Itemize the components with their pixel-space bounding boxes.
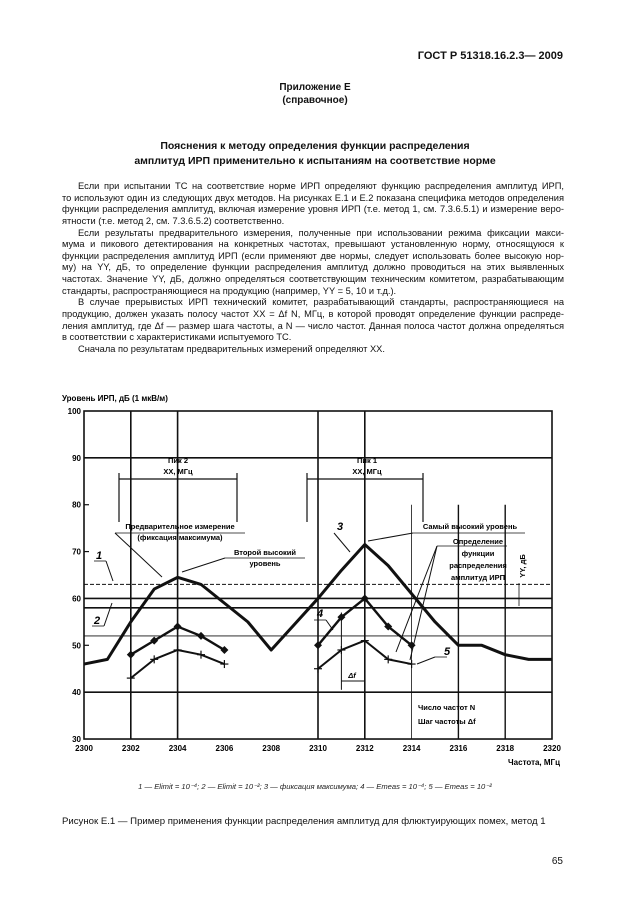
leader (181, 557, 226, 573)
curve-4-label: 4 (316, 608, 323, 620)
text-line: В случае прерывистых ИРП технический ком… (78, 297, 564, 308)
curve-5-label: 5 (444, 646, 451, 658)
y-tick-label: 50 (72, 641, 81, 650)
max-hold-label: (фиксация максимума) (137, 533, 223, 542)
text-line: Если результаты предварительного измерен… (78, 227, 564, 238)
text-line: функции распределения амплитуд, включая … (62, 204, 564, 215)
leader (325, 619, 334, 631)
y-tick-label: 40 (72, 688, 81, 697)
highest-level-label: Самый высокий уровень (423, 522, 518, 531)
yy-label: YY, дБ (518, 554, 527, 578)
leader (367, 532, 414, 542)
amplitude-distribution-label: амплитуд ИРП (451, 573, 505, 582)
diamond-marker (314, 641, 322, 650)
second-high-label: Второй высокий (234, 548, 296, 557)
peak1-label: Пик 1 (357, 456, 377, 465)
x-tick-label: 2314 (403, 744, 421, 753)
diamond-marker (150, 636, 159, 645)
leader (409, 545, 438, 661)
leader (105, 560, 114, 582)
leader (395, 545, 438, 653)
x-tick-label: 2318 (496, 744, 514, 753)
x-axis-label: Частота, МГц (508, 758, 560, 767)
text-line: Если при испытании ТС на соответствие но… (78, 181, 564, 191)
y-tick-label: 90 (72, 454, 81, 463)
x-tick-label: 2316 (450, 744, 468, 753)
page-number: 65 (551, 856, 563, 867)
diamond-marker (173, 622, 182, 631)
diamond-marker (360, 594, 369, 603)
x-tick-label: 2302 (122, 744, 140, 753)
text-line: функции распределения амплитуд ИРП (если… (62, 250, 564, 261)
figure-legend: 1 — Elimit = 10⁻⁴; 2 — Elimit = 10⁻²; 3 … (138, 782, 492, 791)
y-tick-label: 30 (72, 735, 81, 744)
text-line: стандарты, распространяющиеся на продукц… (62, 285, 397, 296)
amplitude-distribution-label: функции (462, 549, 495, 558)
peak2-label: Пик 2 (168, 456, 188, 465)
x-tick-label: 2312 (356, 744, 374, 753)
text-line: то используют один из следующих двух мет… (62, 192, 564, 203)
freq-count-label: Число частот N (418, 703, 475, 712)
amplitude-distribution-label: распределения (449, 561, 507, 570)
series-3-max-hold (83, 543, 552, 666)
y-tick-label: 70 (72, 548, 81, 557)
appendix-title: Приложение Е (279, 82, 351, 93)
leader (114, 532, 163, 578)
doc-number: ГОСТ Р 51318.16.2.3— 2009 (417, 50, 563, 62)
text-line: продукцию, должен указать полосу частот … (62, 309, 564, 320)
diamond-marker (197, 631, 205, 640)
diamond-marker (126, 650, 135, 659)
y-tick-label: 100 (68, 407, 82, 416)
curve-3-label: 3 (337, 521, 343, 533)
xx-label: XX, МГц (352, 467, 382, 476)
x-tick-label: 2304 (169, 744, 187, 753)
section-title-line: амплитуд ИРП применительно к испытаниям … (134, 155, 496, 167)
freq-step-label: Шаг частоты Δf (418, 717, 476, 726)
section-title-line: Пояснения к методу определения функции р… (160, 140, 470, 152)
body-text: Если при испытании ТС на соответствие но… (62, 181, 564, 356)
x-tick-label: 2310 (309, 744, 327, 753)
leader (333, 532, 351, 553)
x-tick-label: 2306 (216, 744, 234, 753)
leader (416, 656, 436, 665)
diamond-marker (220, 645, 229, 654)
line-2-label: 2 (93, 615, 100, 627)
text-line: частотах. Значение YY, дБ, должно опреде… (62, 274, 564, 285)
x-tick-label: 2320 (543, 744, 561, 753)
text-line: Сначала по результатам предварительных и… (78, 343, 385, 354)
text-line: ятности (т.е. метод 2, см. 7.3.6.5.2) со… (62, 215, 285, 226)
xx-label: XX, МГц (163, 467, 193, 476)
text-line: в соответствии с характеристиками испыту… (62, 332, 292, 343)
y-tick-label: 80 (72, 501, 81, 510)
delta-f-label: Δf (347, 671, 357, 680)
leader (103, 602, 113, 627)
text-line: мума и пикового детектирования на конкре… (62, 239, 564, 250)
second-high-label: уровень (249, 559, 280, 568)
line-1-label: 1 (96, 550, 102, 562)
text-line: му) на YY, дБ, то определение функции ра… (62, 262, 564, 273)
x-tick-label: 2300 (75, 744, 93, 753)
text-line: ления амплитуд, где Δf — размер шага час… (62, 320, 564, 331)
y-axis-label: Уровень ИРП, дБ (1 мкВ/м) (62, 394, 168, 403)
y-tick-label: 60 (72, 594, 81, 603)
amplitude-distribution-label: Определение (453, 537, 503, 546)
figure-caption: Рисунок Е.1 — Пример применения функции … (62, 816, 546, 827)
appendix-type: (справочное) (282, 95, 348, 106)
diamond-marker (384, 622, 393, 631)
pre-measurement-label: Предварительное измерение (125, 522, 234, 531)
x-tick-label: 2308 (262, 744, 280, 753)
